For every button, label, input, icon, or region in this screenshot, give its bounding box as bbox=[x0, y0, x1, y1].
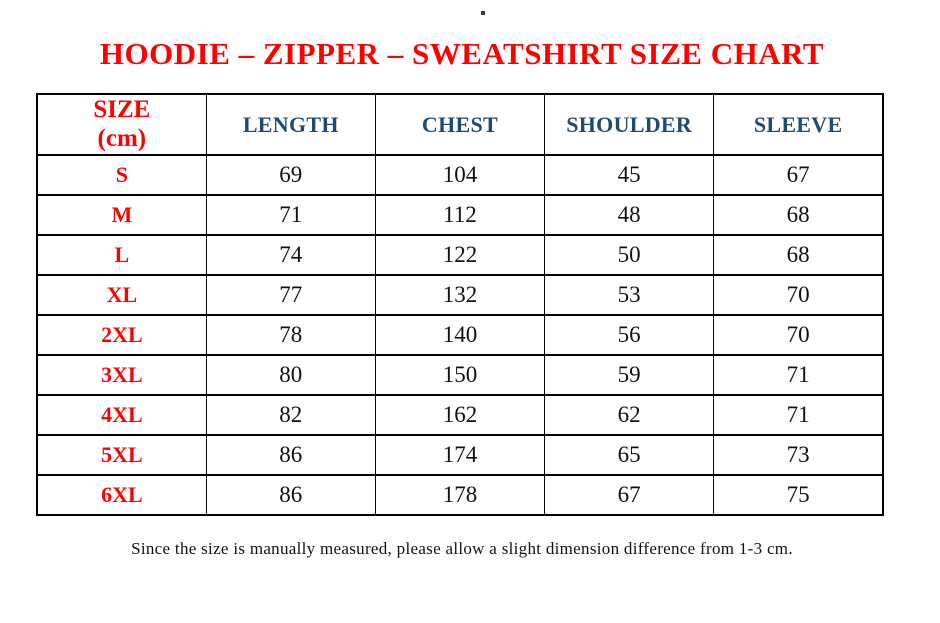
chest-cell: 162 bbox=[374, 394, 546, 436]
table-row: 6XL 86 178 67 75 bbox=[36, 474, 884, 516]
table-row: XL 77 132 53 70 bbox=[36, 274, 884, 316]
header-shoulder: SHOULDER bbox=[544, 93, 715, 156]
chest-cell: 140 bbox=[374, 314, 546, 356]
length-cell: 74 bbox=[205, 234, 376, 276]
table-row: 5XL 86 174 65 73 bbox=[36, 434, 884, 476]
header-length: LENGTH bbox=[205, 93, 376, 156]
page-title: HOODIE – ZIPPER – SWEATSHIRT SIZE CHART bbox=[99, 36, 825, 71]
length-cell: 82 bbox=[205, 394, 376, 436]
table-row: 2XL 78 140 56 70 bbox=[36, 314, 884, 356]
shoulder-cell: 53 bbox=[544, 274, 715, 316]
length-cell: 86 bbox=[205, 434, 376, 476]
size-label-cell: L bbox=[36, 234, 207, 276]
length-cell: 77 bbox=[205, 274, 376, 316]
size-label-cell: 4XL bbox=[36, 394, 207, 436]
size-label-cell: 3XL bbox=[36, 354, 207, 396]
chest-cell: 150 bbox=[374, 354, 546, 396]
sleeve-cell: 71 bbox=[713, 354, 884, 396]
sleeve-cell: 73 bbox=[713, 434, 884, 476]
size-label-cell: M bbox=[36, 194, 207, 236]
size-label-cell: 2XL bbox=[36, 314, 207, 356]
sleeve-cell: 75 bbox=[713, 474, 884, 516]
chest-cell: 104 bbox=[374, 154, 546, 196]
size-label-cell: XL bbox=[36, 274, 207, 316]
shoulder-cell: 48 bbox=[544, 194, 715, 236]
sleeve-cell: 68 bbox=[713, 234, 884, 276]
table-row: 3XL 80 150 59 71 bbox=[36, 354, 884, 396]
shoulder-cell: 45 bbox=[544, 154, 715, 196]
pixel-artifact-dot bbox=[481, 11, 485, 15]
sleeve-cell: 70 bbox=[713, 274, 884, 316]
sleeve-cell: 67 bbox=[713, 154, 884, 196]
sleeve-cell: 68 bbox=[713, 194, 884, 236]
sleeve-cell: 70 bbox=[713, 314, 884, 356]
shoulder-cell: 65 bbox=[544, 434, 715, 476]
chest-cell: 132 bbox=[374, 274, 546, 316]
measurement-disclaimer: Since the size is manually measured, ple… bbox=[131, 539, 793, 558]
shoulder-cell: 62 bbox=[544, 394, 715, 436]
shoulder-cell: 56 bbox=[544, 314, 715, 356]
table-row: L 74 122 50 68 bbox=[36, 234, 884, 276]
chest-cell: 122 bbox=[374, 234, 546, 276]
chest-cell: 174 bbox=[374, 434, 546, 476]
size-chart-header: SIZE (cm) LENGTH CHEST SHOULDER SLEEVE bbox=[36, 93, 884, 156]
chest-cell: 112 bbox=[374, 194, 546, 236]
size-chart-table: SIZE (cm) LENGTH CHEST SHOULDER SLEEVE S… bbox=[36, 93, 884, 516]
header-size-line2: (cm) bbox=[97, 124, 147, 152]
length-cell: 78 bbox=[205, 314, 376, 356]
shoulder-cell: 50 bbox=[544, 234, 715, 276]
length-cell: 86 bbox=[205, 474, 376, 516]
header-size-cm: SIZE (cm) bbox=[36, 93, 207, 156]
size-label-cell: 5XL bbox=[36, 434, 207, 476]
table-row: S 69 104 45 67 bbox=[36, 154, 884, 196]
shoulder-cell: 67 bbox=[544, 474, 715, 516]
shoulder-cell: 59 bbox=[544, 354, 715, 396]
chest-cell: 178 bbox=[374, 474, 546, 516]
size-label-cell: S bbox=[36, 154, 207, 196]
table-row: 4XL 82 162 62 71 bbox=[36, 394, 884, 436]
header-row: SIZE (cm) LENGTH CHEST SHOULDER SLEEVE bbox=[36, 93, 884, 156]
length-cell: 80 bbox=[205, 354, 376, 396]
size-label-cell: 6XL bbox=[36, 474, 207, 516]
length-cell: 71 bbox=[205, 194, 376, 236]
length-cell: 69 bbox=[205, 154, 376, 196]
table-row: M 71 112 48 68 bbox=[36, 194, 884, 236]
size-chart-body: S 69 104 45 67 M 71 112 48 68 L 74 122 5… bbox=[36, 154, 884, 516]
header-sleeve: SLEEVE bbox=[713, 93, 884, 156]
header-chest: CHEST bbox=[374, 93, 546, 156]
header-size-line1: SIZE bbox=[93, 95, 151, 123]
sleeve-cell: 71 bbox=[713, 394, 884, 436]
